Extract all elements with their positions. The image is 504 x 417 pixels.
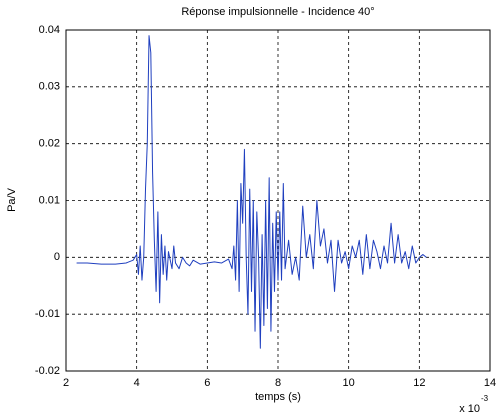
- chart-title: Réponse impulsionnelle - Incidence 40°: [181, 6, 374, 18]
- x-tick-label: 8: [275, 377, 281, 389]
- y-axis-label: Pa/V: [6, 187, 18, 212]
- y-tick-label: -0.01: [35, 308, 60, 320]
- y-tick-label: -0.02: [35, 365, 60, 377]
- y-tick-label: 0.04: [39, 24, 60, 36]
- y-tick-label: 0.01: [39, 194, 60, 206]
- data-line: [76, 35, 427, 349]
- x-tick-label: 14: [484, 377, 496, 389]
- x-tick-label: 10: [343, 377, 355, 389]
- x-tick-label: 12: [413, 377, 425, 389]
- x-tick-label: 4: [134, 377, 140, 389]
- x-scale-base: x 10: [459, 403, 480, 415]
- y-tick-label: 0: [54, 251, 60, 263]
- x-tick-label: 2: [63, 377, 69, 389]
- x-tick-label: 6: [204, 377, 210, 389]
- y-tick-label: 0.03: [39, 81, 60, 93]
- plot-frame: [65, 29, 491, 372]
- y-tick-label: 0.02: [39, 138, 60, 150]
- x-axis-label: temps (s): [255, 391, 301, 403]
- x-scale-exponent: -3: [481, 394, 489, 403]
